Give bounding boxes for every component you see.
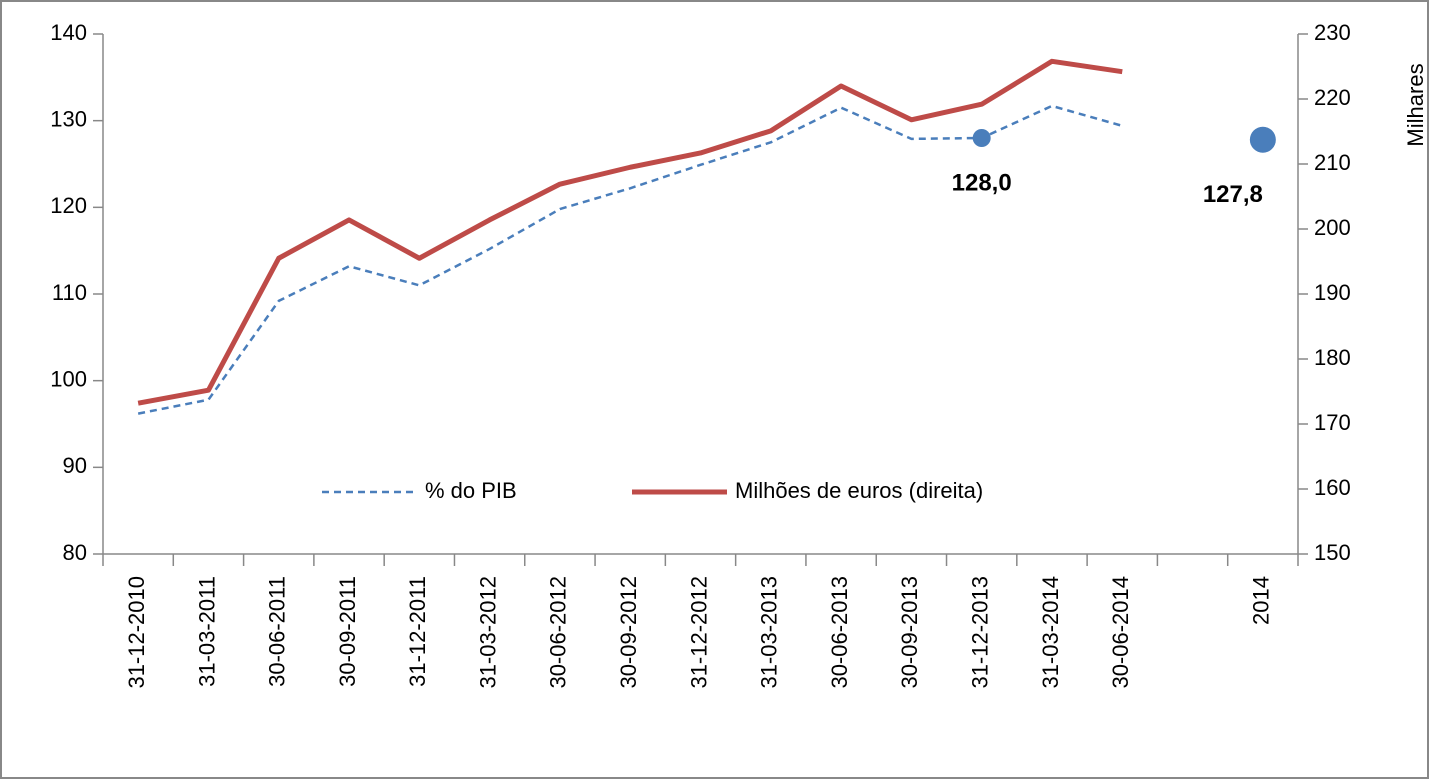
point-marker bbox=[1249, 126, 1276, 153]
y-tick-label: 110 bbox=[52, 280, 87, 305]
x-tick-label: 31-12-2011 bbox=[405, 576, 430, 687]
y2-tick-label: 230 bbox=[1314, 20, 1351, 45]
x-tick-label: 31-03-2013 bbox=[757, 576, 782, 689]
data-label: 127,8 bbox=[1203, 181, 1263, 208]
y2-axis-label: Milhares bbox=[1403, 63, 1428, 146]
x-tick-label: 30-06-2011 bbox=[265, 576, 290, 687]
x-tick-label: 31-12-2010 bbox=[124, 576, 149, 689]
x-tick-label: 2014 bbox=[1249, 576, 1274, 625]
data-label: 128,0 bbox=[952, 169, 1012, 196]
series-line bbox=[137, 104, 1123, 415]
legend-label: Milhões de euros (direita) bbox=[735, 478, 983, 503]
x-tick-label: 31-03-2012 bbox=[475, 576, 500, 689]
x-tick-label: 30-06-2013 bbox=[827, 576, 852, 689]
x-tick-label: 31-03-2011 bbox=[194, 576, 219, 687]
x-tick-label: 30-09-2011 bbox=[335, 576, 360, 687]
y2-tick-label: 220 bbox=[1314, 85, 1351, 110]
y2-tick-label: 190 bbox=[1314, 280, 1351, 305]
y-tick-label: 130 bbox=[50, 106, 87, 131]
y2-tick-label: 170 bbox=[1314, 410, 1351, 435]
y2-tick-label: 210 bbox=[1314, 150, 1351, 175]
x-tick-label: 31-12-2013 bbox=[967, 576, 992, 689]
y-tick-label: 120 bbox=[50, 193, 87, 218]
x-tick-label: 30-06-2012 bbox=[546, 576, 571, 689]
y2-tick-label: 200 bbox=[1314, 215, 1351, 240]
y-tick-label: 80 bbox=[63, 540, 87, 565]
y-tick-label: 100 bbox=[50, 366, 87, 391]
x-tick-label: 31-12-2012 bbox=[686, 576, 711, 689]
y2-tick-label: 160 bbox=[1314, 475, 1351, 500]
y-tick-label: 140 bbox=[50, 20, 87, 45]
series-line bbox=[137, 58, 1123, 406]
y-tick-label: 90 bbox=[63, 453, 87, 478]
x-tick-label: 30-06-2014 bbox=[1108, 576, 1133, 689]
y2-tick-label: 150 bbox=[1314, 540, 1351, 565]
point-marker bbox=[972, 129, 991, 147]
y2-tick-label: 180 bbox=[1314, 345, 1351, 370]
x-tick-label: 30-09-2013 bbox=[897, 576, 922, 689]
legend-label: % do PIB bbox=[425, 478, 517, 503]
x-tick-label: 31-03-2014 bbox=[1038, 576, 1063, 689]
x-tick-label: 30-09-2012 bbox=[616, 576, 641, 689]
